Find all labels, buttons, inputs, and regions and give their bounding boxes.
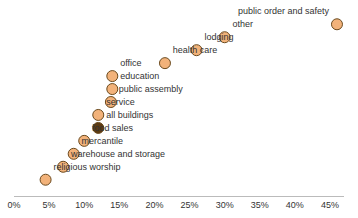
- svg-text:warehouse and storage: warehouse and storage: [70, 149, 165, 159]
- svg-text:all buildings: all buildings: [106, 110, 154, 120]
- svg-text:health care: health care: [173, 45, 218, 55]
- svg-text:40%: 40%: [286, 200, 304, 210]
- svg-text:mercantile: mercantile: [82, 136, 124, 146]
- svg-text:35%: 35%: [251, 200, 269, 210]
- svg-text:0%: 0%: [7, 200, 20, 210]
- svg-text:10%: 10%: [75, 200, 93, 210]
- svg-text:30%: 30%: [216, 200, 234, 210]
- svg-text:religious worship: religious worship: [53, 162, 120, 172]
- svg-text:15%: 15%: [110, 200, 128, 210]
- svg-text:lodging: lodging: [204, 32, 233, 42]
- svg-text:5%: 5%: [43, 200, 56, 210]
- svg-text:public assembly: public assembly: [119, 84, 184, 94]
- svg-text:public order and safety: public order and safety: [238, 6, 330, 16]
- svg-text:25%: 25%: [181, 200, 199, 210]
- svg-text:education: education: [120, 71, 159, 81]
- svg-text:office: office: [120, 58, 141, 68]
- svg-text:20%: 20%: [145, 200, 163, 210]
- svg-text:45%: 45%: [321, 200, 339, 210]
- svg-text:service: service: [106, 97, 135, 107]
- svg-text:other: other: [233, 19, 254, 29]
- svg-text:food sales: food sales: [92, 123, 134, 133]
